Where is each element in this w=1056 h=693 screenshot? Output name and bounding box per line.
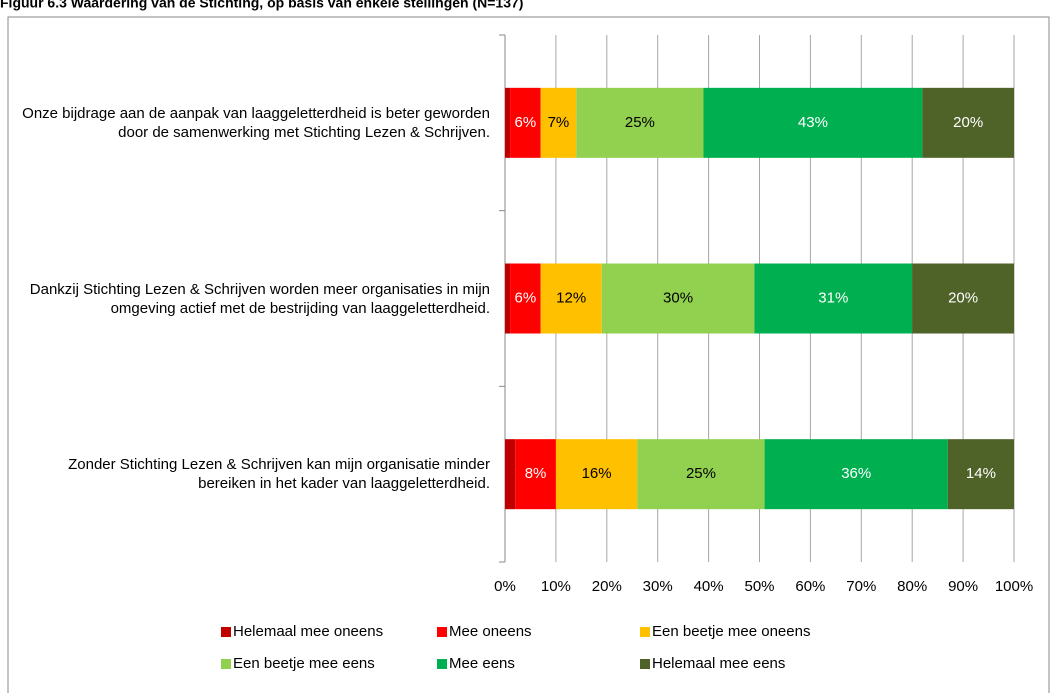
bar-segment [922, 87, 1014, 158]
data-label: 25% [686, 465, 716, 482]
data-label: 31% [818, 289, 848, 306]
data-label: 12% [556, 289, 586, 306]
chart-title: Figuur 6.3 Waardering van de Stichting, … [0, 0, 523, 11]
legend-label: Mee oneens [449, 623, 532, 640]
bar-segment [515, 439, 556, 510]
x-tick-label: 30% [643, 578, 673, 595]
data-label: 25% [625, 114, 655, 131]
bar-segment [510, 87, 541, 158]
legend-swatch [221, 627, 231, 637]
legend-swatch [437, 627, 447, 637]
data-label: 20% [953, 114, 983, 131]
x-tick-label: 100% [995, 578, 1033, 595]
data-label: 6% [515, 114, 537, 131]
legend-label: Helemaal mee eens [652, 655, 785, 672]
data-label: 36% [841, 465, 871, 482]
legend-swatch [221, 659, 231, 669]
bar-segment [947, 439, 1014, 510]
x-tick-label: 60% [795, 578, 825, 595]
bar-segment [540, 263, 602, 334]
legend-label: Mee eens [449, 655, 515, 672]
data-label: 7% [548, 114, 570, 131]
bar-segment [754, 263, 913, 334]
bar-segment [555, 439, 638, 510]
bar-segment [703, 87, 923, 158]
x-tick-label: 50% [744, 578, 774, 595]
x-tick-label: 90% [948, 578, 978, 595]
bar-segment [601, 263, 755, 334]
data-label: 43% [798, 114, 828, 131]
x-tick-label: 0% [494, 578, 516, 595]
legend-swatch [640, 659, 650, 669]
category-label: Onze bijdrage aan de aanpak van laaggele… [22, 104, 490, 141]
bar-segment [505, 439, 516, 510]
legend-label: Een beetje mee oneens [652, 623, 810, 640]
category-label: Zonder Stichting Lezen & Schrijven kan m… [68, 456, 490, 493]
bar-segment [576, 87, 704, 158]
data-label: 8% [525, 465, 547, 482]
data-label: 14% [966, 465, 996, 482]
bars [505, 87, 1014, 510]
data-label: 16% [582, 465, 612, 482]
x-tick-label: 80% [897, 578, 927, 595]
bar-segment [637, 439, 765, 510]
bar-segment [540, 87, 577, 158]
chart-border [7, 16, 1050, 693]
bar-segment [510, 263, 541, 334]
data-label: 6% [515, 289, 537, 306]
bar-segment [505, 87, 511, 158]
legend-label: Helemaal mee oneens [233, 623, 383, 640]
x-tick-label: 40% [694, 578, 724, 595]
legend-swatch [437, 659, 447, 669]
bar-segment [912, 263, 1014, 334]
bar-segment [505, 263, 511, 334]
legend-label: Een beetje mee eens [233, 655, 375, 672]
bar-segment [764, 439, 948, 510]
data-label: 20% [948, 289, 978, 306]
data-label: 30% [663, 289, 693, 306]
x-tick-label: 10% [541, 578, 571, 595]
x-tick-label: 70% [846, 578, 876, 595]
legend-swatch [640, 627, 650, 637]
category-label: Dankzij Stichting Lezen & Schrijven word… [29, 280, 490, 317]
x-tick-label: 20% [592, 578, 622, 595]
